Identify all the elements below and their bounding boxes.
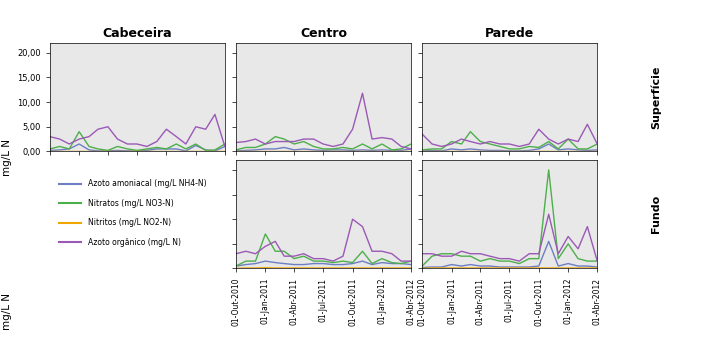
Title: Parede: Parede: [485, 28, 535, 40]
Text: Superfície: Superfície: [651, 66, 661, 129]
Text: mg/L N: mg/L N: [2, 293, 12, 330]
Text: Fundo: Fundo: [651, 195, 661, 233]
Text: Nitratos (mg/L NO3-N): Nitratos (mg/L NO3-N): [88, 199, 174, 208]
Title: Centro: Centro: [300, 28, 347, 40]
Text: Azoto amoniacal (mg/L NH4-N): Azoto amoniacal (mg/L NH4-N): [88, 179, 207, 188]
Text: Azoto orgânico (mg/L N): Azoto orgânico (mg/L N): [88, 238, 181, 247]
Text: Nitritos (mg/L NO2-N): Nitritos (mg/L NO2-N): [88, 218, 171, 227]
Title: Cabeceira: Cabeceira: [102, 28, 172, 40]
Text: mg/L N: mg/L N: [2, 139, 12, 176]
